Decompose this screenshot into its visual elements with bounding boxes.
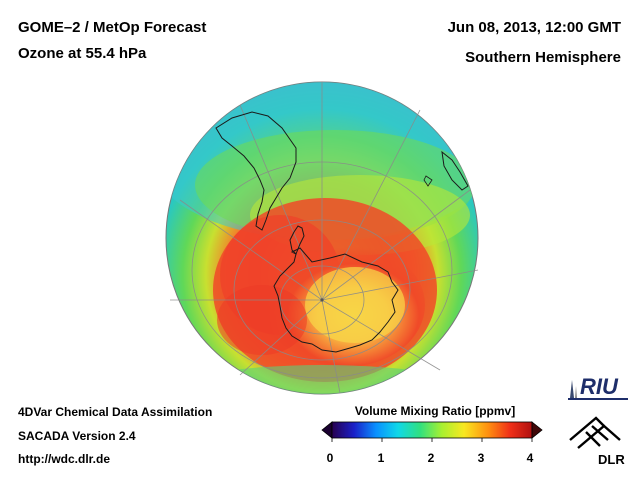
colorbar-tickmarks <box>331 438 533 442</box>
colorbar-tick-4: 4 <box>526 451 534 465</box>
ozone-shoulder-sw <box>217 285 307 355</box>
colorbar <box>321 421 543 442</box>
riu-logo: RIU <box>568 374 628 400</box>
colorbar-tick-1: 1 <box>377 451 385 465</box>
antarctica-coastline <box>273 247 399 353</box>
south-america-coastline <box>215 111 297 231</box>
website-link[interactable]: http://wdc.dlr.de <box>18 452 110 466</box>
colorbar-arrow-left <box>321 421 333 439</box>
colorbar-tick-2: 2 <box>427 451 435 465</box>
colorbar-tick-0: 0 <box>326 451 334 465</box>
antarctic-peninsula <box>289 225 305 255</box>
colorbar-arrow-right <box>531 421 543 439</box>
colorbar-gradient <box>331 421 533 439</box>
forecast-date: Jun 08, 2013, 12:00 GMT <box>447 19 621 36</box>
page-title: GOME–2 / MetOp Forecast <box>18 19 207 36</box>
dlr-logo: DLR <box>569 416 625 467</box>
colorbar-title: Volume Mixing Ratio [ppmv] <box>354 404 516 418</box>
page-subtitle: Ozone at 55.4 hPa <box>18 45 147 62</box>
south-pole-marker <box>320 298 324 302</box>
version-label: SACADA Version 2.4 <box>18 429 136 443</box>
island-outline <box>423 175 433 187</box>
method-label: 4DVar Chemical Data Assimilation <box>18 405 213 419</box>
graticule <box>170 82 479 394</box>
riu-logo-text: RIU <box>580 374 619 399</box>
colorbar-tick-3: 3 <box>477 451 485 465</box>
ozone-core-bright <box>305 267 405 343</box>
dlr-logo-text: DLR <box>598 452 625 467</box>
region-label: Southern Hemisphere <box>465 49 621 66</box>
africa-coastline <box>441 150 469 191</box>
